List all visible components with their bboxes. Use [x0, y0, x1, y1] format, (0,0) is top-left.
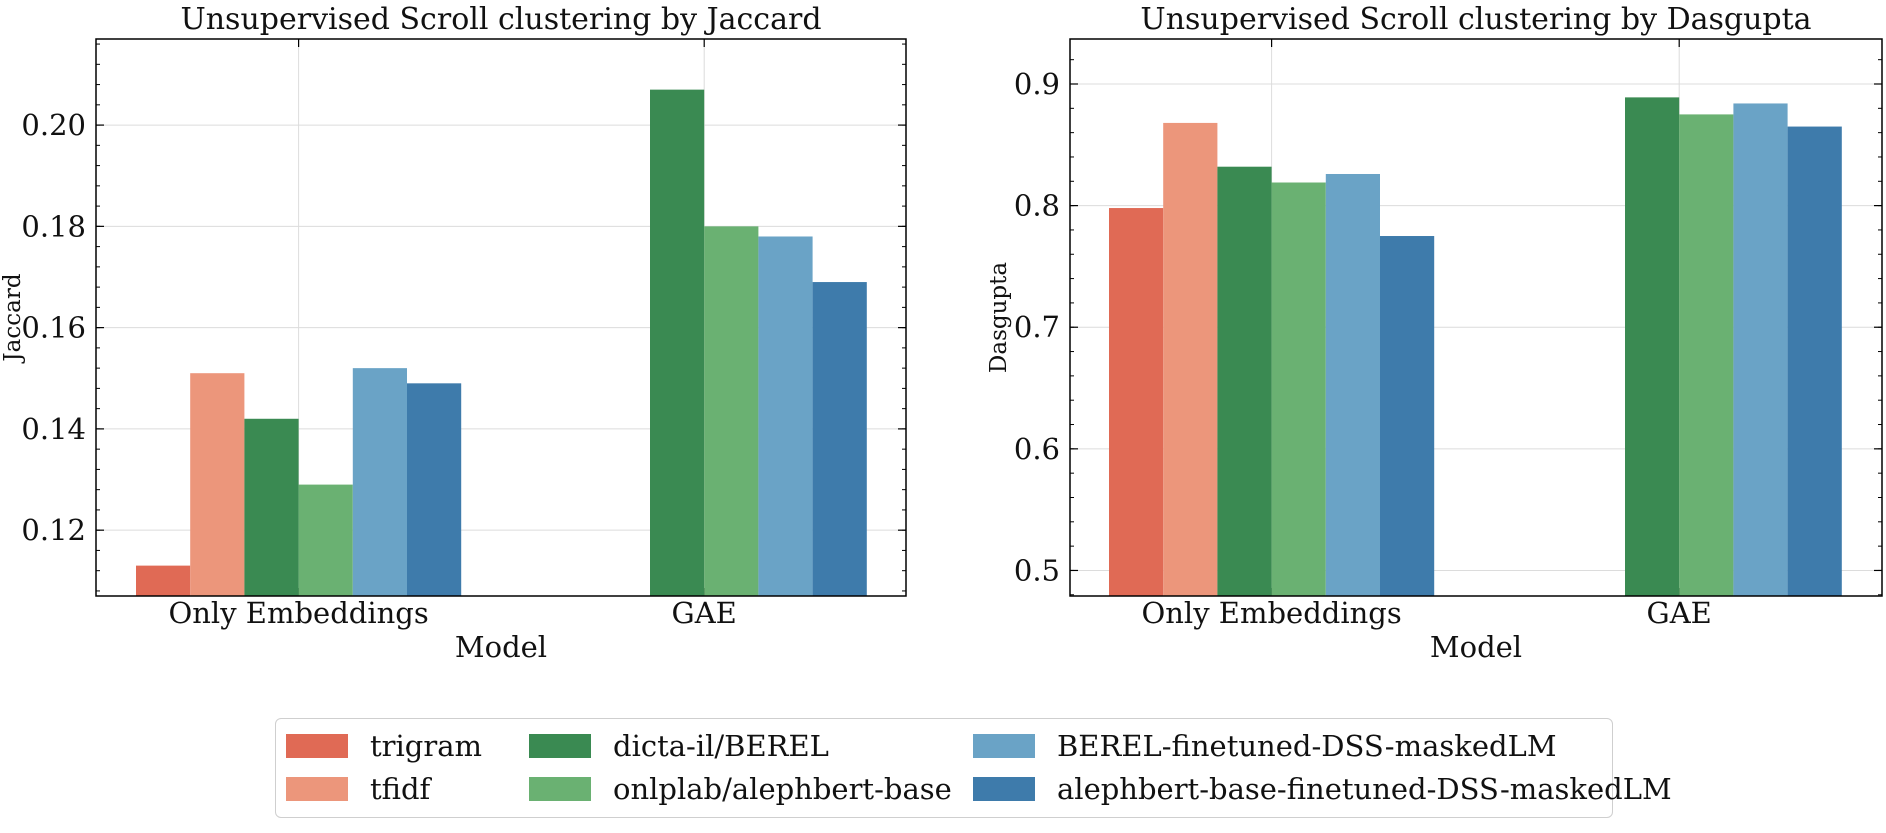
bar-alephbert-base-finetuned-dss-maskedlm-only-embeddings: [407, 383, 462, 596]
legend: trigram tfidf dicta-il/BEREL onlplab/ale…: [275, 718, 1672, 818]
bar-trigram-only-embeddings: [136, 565, 191, 596]
y-axis-label: Dasgupta: [986, 262, 1012, 373]
bar-onlplab-alephbert-base-only-embeddings: [298, 484, 353, 596]
legend-label: alephbert-base-finetuned-DSS-maskedLM: [1057, 772, 1672, 806]
bar-dicta-il-berel-gae: [650, 89, 705, 597]
chart-title: Unsupervised Scroll clustering by Dasgup…: [1140, 2, 1811, 37]
axes-frame: [95, 38, 907, 597]
bar-tfidf-only-embeddings: [1163, 122, 1218, 596]
legend-swatch-berel-finetuned: [973, 734, 1035, 758]
legend-label: onlplab/alephbert-base: [613, 772, 952, 806]
legend-swatch-alephbert-finetuned: [973, 777, 1035, 801]
y-tick-label: 0.7: [1014, 310, 1060, 344]
y-tick-label: 0.12: [21, 513, 86, 547]
chart-title: Unsupervised Scroll clustering by Jaccar…: [180, 2, 821, 37]
x-axis-label: Model: [455, 630, 547, 664]
legend-item-berel: dicta-il/BEREL: [529, 726, 829, 766]
bar-berel-finetuned-dss-maskedlm-only-embeddings: [352, 368, 407, 596]
legend-swatch-tfidf: [286, 777, 348, 801]
y-axis-label: Jaccard: [0, 273, 26, 363]
legend-swatch-berel: [529, 734, 591, 758]
y-tick-label: 0.9: [1014, 67, 1060, 101]
bar-onlplab-alephbert-base-gae: [704, 226, 759, 596]
bar-onlplab-alephbert-base-gae: [1679, 114, 1734, 597]
y-tick-label: 0.16: [21, 311, 86, 345]
legend-item-alephbert-finetuned: alephbert-base-finetuned-DSS-maskedLM: [973, 769, 1672, 809]
y-tick-label: 0.20: [21, 108, 86, 142]
axes-frame: [1069, 38, 1883, 597]
bar-dicta-il-berel-only-embeddings: [244, 418, 299, 596]
legend-label: trigram: [370, 729, 483, 763]
legend-item-berel-finetuned: BEREL-finetuned-DSS-maskedLM: [973, 726, 1557, 766]
x-tick-label: Only Embeddings: [168, 596, 428, 630]
jaccard-chart: 0.12 0.14 0.16 0.18 0.20 Only Embeddings GAE Un…: [0, 2, 907, 664]
dasgupta-chart: 0.5 0.6 0.7 0.8 0.9 Only Embeddings GAE Unsuper…: [986, 2, 1883, 664]
bar-tfidf-only-embeddings: [190, 373, 245, 596]
x-tick-label: GAE: [672, 596, 737, 630]
legend-label: BEREL-finetuned-DSS-maskedLM: [1057, 729, 1557, 763]
bar-alephbert-base-finetuned-dss-maskedlm-only-embeddings: [1380, 236, 1435, 597]
x-axis-label: Model: [1430, 630, 1522, 664]
legend-item-alephbert: onlplab/alephbert-base: [529, 769, 952, 809]
legend-swatch-alephbert: [529, 777, 591, 801]
bar-berel-finetuned-dss-maskedlm-gae: [758, 236, 813, 596]
legend-label: tfidf: [370, 772, 431, 806]
bar-berel-finetuned-dss-maskedlm-only-embeddings: [1325, 173, 1380, 596]
bar-alephbert-base-finetuned-dss-maskedlm-gae: [812, 282, 867, 596]
legend-swatch-trigram: [286, 734, 348, 758]
bar-dicta-il-berel-gae: [1625, 97, 1680, 596]
legend-item-trigram: trigram: [286, 726, 482, 766]
bar-berel-finetuned-dss-maskedlm-gae: [1733, 103, 1788, 596]
legend-item-tfidf: tfidf: [286, 769, 430, 809]
bar-alephbert-base-finetuned-dss-maskedlm-gae: [1787, 126, 1842, 596]
bar-onlplab-alephbert-base-only-embeddings: [1271, 182, 1326, 597]
x-tick-label: GAE: [1647, 596, 1712, 630]
bar-dicta-il-berel-only-embeddings: [1217, 166, 1272, 596]
y-tick-label: 0.6: [1014, 432, 1060, 466]
y-tick-label: 0.14: [21, 412, 86, 446]
bar-trigram-only-embeddings: [1109, 208, 1164, 597]
x-tick-label: Only Embeddings: [1141, 596, 1401, 630]
y-tick-label: 0.18: [21, 209, 86, 243]
y-tick-label: 0.8: [1014, 189, 1060, 223]
y-tick-label: 0.5: [1014, 553, 1060, 587]
legend-label: dicta-il/BEREL: [613, 729, 829, 763]
